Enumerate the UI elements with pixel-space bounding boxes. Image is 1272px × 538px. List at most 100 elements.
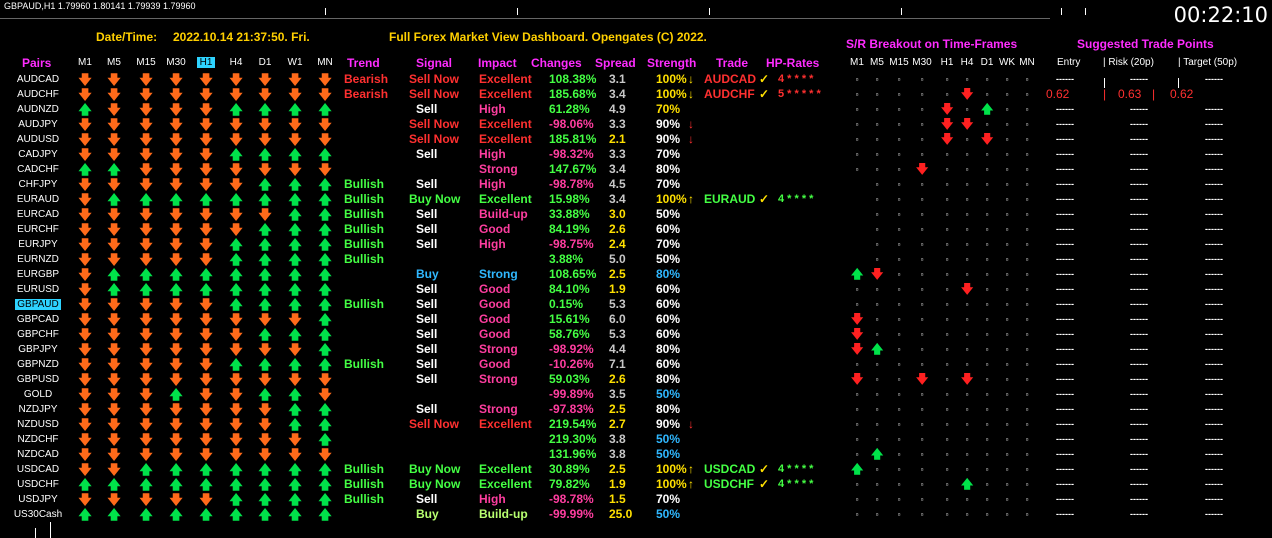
table-row[interactable]: AUDUSD 🡇 🡇 🡇 🡇 🡇 🡇 🡇 🡇 🡇 Sell Now Excellent 185.81% 2…	[0, 132, 1272, 147]
sr-empty-icon: ▫	[1025, 375, 1029, 384]
table-row[interactable]: EURUSD 🡇 🡅 🡅 🡅 🡅 🡅 🡅 🡅 🡅 Sell Good 84.10% 1.9 60% ▫ ▫ ▫ ▫ ▫…	[0, 282, 1272, 297]
arrow-down-icon: 🡇	[169, 372, 183, 387]
sr-empty-icon: ▫	[897, 480, 901, 489]
arrow-down-icon: 🡇	[169, 87, 183, 102]
arrow-up-icon: 🡅	[229, 507, 243, 522]
table-row[interactable]: NZDCAD 🡇 🡇 🡇 🡇 🡇 🡇 🡇 🡇 🡇 131.96% 3.8 50% ▫ 🡅 ▫ ▫ ▫ ▫ ▫ ▫ ▫ ---…	[0, 447, 1272, 462]
table-row[interactable]: NZDJPY 🡇 🡇 🡇 🡇 🡇 🡇 🡇 🡅 🡅 Sell Strong -97.83% 2.5 80% ▫ ▫…	[0, 402, 1272, 417]
sr-empty-icon: ▫	[985, 285, 989, 294]
strength-value: 50%	[656, 252, 681, 266]
entry-value: ------	[1056, 149, 1074, 159]
table-row[interactable]: EURAUD 🡇 🡅 🡅 🡅 🡅 🡅 🡅 🡅 🡅 Bullish Buy Now Excellent 15…	[0, 192, 1272, 207]
table-row[interactable]: US30Cash 🡅 🡅 🡅 🡅 🡅 🡅 🡅 🡅 🡅 Buy Build-up -99.99% 25.0 5…	[0, 507, 1272, 522]
sr-empty-icon: ▫	[1025, 135, 1029, 144]
signal-value: Sell Now	[409, 117, 460, 131]
table-row[interactable]: USDJPY 🡇 🡇 🡇 🡇 🡇 🡅 🡅 🡅 🡅 Bullish Sell High -98.78% 1.5…	[0, 492, 1272, 507]
spread-value: 3.5	[609, 387, 626, 401]
table-row[interactable]: GBPNZD 🡇 🡇 🡇 🡇 🡇 🡅 🡅 🡅 🡅 Bullish Sell Good -10.26% 7.1…	[0, 357, 1272, 372]
arrow-down-icon: 🡇	[199, 342, 213, 357]
sr-empty-icon: ▫	[1025, 270, 1029, 279]
table-row[interactable]: AUDNZD 🡅 🡇 🡇 🡇 🡇 🡅 🡅 🡅 🡅 Sell High 61.28% 4.9 70% ▫ ▫ ▫ ▫ 🡇…	[0, 102, 1272, 117]
tf-header-h1[interactable]: H1	[196, 57, 216, 68]
strength-down-icon: ↓	[688, 72, 694, 86]
arrow-down-icon: 🡇	[107, 117, 121, 132]
impact-value: High	[479, 102, 506, 116]
sr-down-icon: 🡇	[961, 87, 974, 101]
change-value: -97.83%	[549, 402, 594, 416]
arrow-up-icon: 🡅	[199, 192, 213, 207]
arrow-up-icon: 🡅	[288, 267, 302, 282]
pair-label: EURJPY	[18, 239, 58, 250]
signal-value: Buy Now	[409, 462, 461, 476]
sr-empty-icon: ▫	[920, 435, 924, 444]
table-row[interactable]: USDCAD 🡇 🡇 🡅 🡅 🡅 🡅 🡅 🡅 🡅 Bullish Buy Now Excellent 30…	[0, 462, 1272, 477]
sr-empty-icon: ▫	[855, 360, 859, 369]
arrow-down-icon: 🡇	[288, 162, 302, 177]
signal-value: Buy	[416, 267, 439, 281]
arrow-down-icon: 🡇	[169, 327, 183, 342]
sr-down-icon: 🡇	[961, 117, 974, 131]
signal-value: Sell	[416, 372, 438, 386]
sr-down-icon: 🡇	[941, 102, 954, 116]
table-row[interactable]: AUDJPY 🡇 🡇 🡇 🡇 🡇 🡇 🡇 🡇 🡇 Sell Now Excellent -98.06% 3…	[0, 117, 1272, 132]
sr-empty-icon: ▫	[897, 135, 901, 144]
sr-empty-icon: ▫	[920, 495, 924, 504]
risk-sep: |	[1103, 87, 1107, 101]
arrow-up-icon: 🡅	[139, 192, 153, 207]
sr-empty-icon: ▫	[897, 90, 901, 99]
table-row[interactable]: AUDCHF 🡇 🡇 🡇 🡇 🡇 🡇 🡇 🡇 🡇 Bearish Sell Now Excellent 1…	[0, 87, 1272, 102]
sr-up-icon: 🡅	[961, 477, 974, 491]
sr-empty-icon: ▫	[1025, 105, 1029, 114]
table-row[interactable]: EURJPY 🡇 🡇 🡇 🡇 🡇 🡅 🡅 🡅 🡅 Bullish Sell High -98.75% 2.4…	[0, 237, 1272, 252]
pair-label: GBPCHF	[17, 329, 59, 340]
sr-empty-icon: ▫	[985, 360, 989, 369]
table-row[interactable]: GBPCAD 🡇 🡇 🡇 🡇 🡇 🡇 🡇 🡇 🡅 Sell Good 15.61% 6.0 60% 🡇 ▫ ▫ ▫ ▫…	[0, 312, 1272, 327]
impact-value: Strong	[479, 267, 518, 281]
table-row[interactable]: EURNZD 🡇 🡇 🡇 🡇 🡇 🡅 🡅 🡅 🡅 Bullish 3.88% 5.0 50% ▫ ▫ ▫ ▫ ▫ ▫ ▫…	[0, 252, 1272, 267]
table-row[interactable]: USDCHF 🡅 🡅 🡅 🡅 🡅 🡅 🡅 🡅 🡅 Bullish Buy Now Excellent 79…	[0, 477, 1272, 492]
arrow-up-icon: 🡅	[258, 357, 272, 372]
table-row[interactable]: GBPUSD 🡇 🡇 🡇 🡇 🡇 🡇 🡇 🡇 🡇 Sell Strong 59.03% 2.6 80% 🡇 ▫ ▫…	[0, 372, 1272, 387]
sr-empty-icon: ▫	[1005, 300, 1009, 309]
table-row[interactable]: EURCAD 🡇 🡇 🡇 🡇 🡇 🡇 🡇 🡅 🡅 Bullish Sell Build-up 33.88%…	[0, 207, 1272, 222]
table-row[interactable]: EURCHF 🡇 🡇 🡇 🡇 🡇 🡇 🡅 🡅 🡅 Bullish Sell Good 84.19% 2.6 6…	[0, 222, 1272, 237]
table-row[interactable]: EURGBP 🡇 🡅 🡅 🡅 🡅 🡅 🡅 🡅 🡅 Buy Strong 108.65% 2.5 80% 🡅 🡇 ▫…	[0, 267, 1272, 282]
sr-empty-icon: ▫	[897, 450, 901, 459]
trend-value: Bullish	[344, 297, 385, 311]
spread-value: 3.4	[609, 162, 626, 176]
sr-empty-icon: ▫	[875, 225, 879, 234]
sr-empty-icon: ▫	[875, 360, 879, 369]
arrow-down-icon: 🡇	[318, 117, 332, 132]
arrow-down-icon: 🡇	[107, 147, 121, 162]
sr-down-icon: 🡇	[916, 372, 929, 386]
table-row[interactable]: NZDCHF 🡇 🡇 🡇 🡇 🡇 🡇 🡇 🡇 🡅 219.30% 3.8 50% ▫ ▫ ▫ ▫ ▫ ▫ ▫ ▫ ▫ ---…	[0, 432, 1272, 447]
target-value: ------	[1205, 119, 1223, 129]
table-row[interactable]: CADJPY 🡇 🡇 🡇 🡇 🡇 🡅 🡅 🡅 🡅 Sell High -98.32% 3.3 70% ▫ ▫ ▫ ▫…	[0, 147, 1272, 162]
arrow-up-icon: 🡅	[169, 462, 183, 477]
arrow-up-icon: 🡅	[318, 357, 332, 372]
sr-empty-icon: ▫	[985, 180, 989, 189]
table-row[interactable]: CHFJPY 🡇 🡇 🡇 🡇 🡇 🡇 🡅 🡅 🡅 Bullish Sell High -98.78% 4.5…	[0, 177, 1272, 192]
impact-value: Excellent	[479, 117, 532, 131]
table-row[interactable]: GOLD 🡇 🡇 🡇 🡅 🡇 🡇 🡅 🡅 🡇 -99.89% 3.5 50% ▫ ▫ ▫ ▫ ▫ ▫ ▫ ▫ ▫ -----…	[0, 387, 1272, 402]
table-row[interactable]: NZDUSD 🡇 🡇 🡇 🡇 🡇 🡇 🡇 🡅 🡅 Sell Now Excellent 219.54% 2…	[0, 417, 1272, 432]
table-row[interactable]: GBPCHF 🡇 🡇 🡇 🡇 🡇 🡇 🡅 🡅 🡅 Sell Good 58.76% 5.3 60% 🡇 ▫ ▫ ▫ ▫…	[0, 327, 1272, 342]
sr-empty-icon: ▫	[1005, 345, 1009, 354]
table-row[interactable]: AUDCAD 🡇 🡇 🡇 🡇 🡇 🡇 🡇 🡇 🡇 Bearish Sell Now Excellent 1…	[0, 72, 1272, 87]
arrow-down-icon: 🡇	[107, 402, 121, 417]
table-row[interactable]: GBPJPY 🡇 🡇 🡇 🡇 🡇 🡇 🡇 🡇 🡅 Sell Strong -98.92% 4.4 80% 🡇 🡅…	[0, 342, 1272, 357]
arrow-up-icon: 🡅	[318, 462, 332, 477]
sr-empty-icon: ▫	[897, 300, 901, 309]
arrow-down-icon: 🡇	[139, 252, 153, 267]
sr-empty-icon: ▫	[875, 420, 879, 429]
target-value: ------	[1205, 344, 1223, 354]
arrow-down-icon: 🡇	[169, 237, 183, 252]
impact-value: Good	[479, 222, 511, 236]
spread-value: 4.9	[609, 102, 626, 116]
table-row[interactable]: CADCHF 🡅 🡅 🡇 🡇 🡇 🡇 🡇 🡇 🡇 Strong 147.67% 3.4 80% ▫ ▫ ▫ 🡇 ▫ ▫…	[0, 162, 1272, 177]
sr-empty-icon: ▫	[897, 345, 901, 354]
column-separator	[1104, 78, 1105, 88]
arrow-down-icon: 🡇	[78, 327, 92, 342]
table-row[interactable]: GBPAUD 🡇 🡇 🡇 🡇 🡇 🡅 🡅 🡅 🡅 Bullish Sell Good 0.15% 5.3 60…	[0, 297, 1272, 312]
pair-label: NZDCHF	[17, 434, 59, 445]
